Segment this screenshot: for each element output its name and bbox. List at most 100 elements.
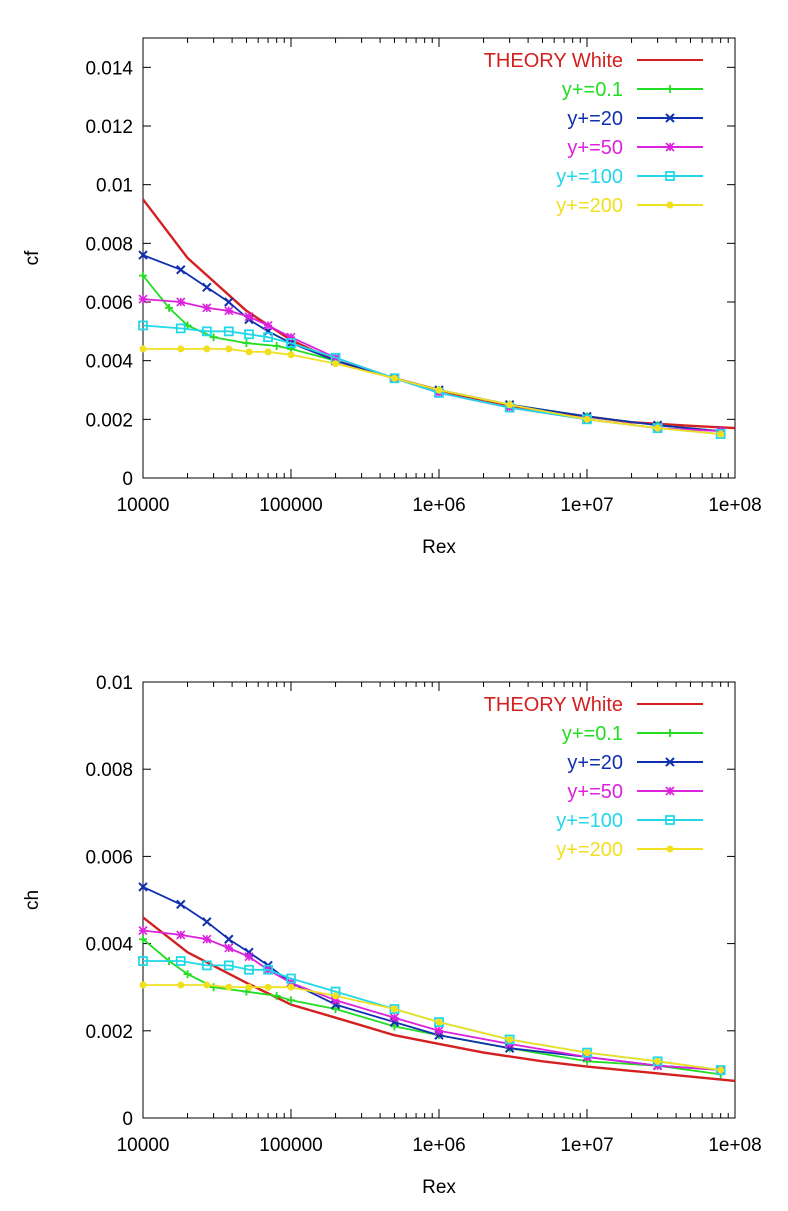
series-line (143, 348, 721, 435)
data-point (224, 306, 234, 316)
data-point (139, 981, 147, 989)
x-tick-label: 1e+07 (560, 495, 613, 516)
x-tick-label: 10000 (117, 1135, 170, 1156)
data-point (390, 374, 398, 382)
legend-marker (665, 171, 675, 181)
data-point (175, 323, 186, 334)
data-point (287, 996, 295, 1005)
x-tick-label: 1e+08 (708, 1135, 761, 1156)
data-point (583, 415, 591, 423)
data-point (583, 1049, 591, 1057)
data-point (654, 424, 662, 432)
data-point (263, 332, 273, 343)
y-tick-label: 0.006 (85, 847, 133, 868)
series-line (142, 298, 721, 432)
y-tick-label: 0.008 (85, 234, 133, 255)
data-point (202, 303, 212, 313)
data-point (138, 294, 148, 304)
data-point (175, 956, 186, 966)
chart-1: 0 0.002 0.004 0.006 0.008 0.01 0.012 0.014 10000… (22, 37, 762, 558)
legend-marker (665, 757, 675, 767)
series-line (142, 929, 721, 1071)
legend-label: y+=100 (556, 810, 623, 832)
data-point (209, 983, 218, 992)
y-tick-label: 0.01 (96, 673, 133, 694)
data-point (435, 1018, 443, 1026)
x-tick-label: 100000 (259, 495, 322, 516)
series-y-0-1 (139, 935, 725, 1079)
y-tick-label: 0.014 (85, 58, 133, 79)
data-point (245, 983, 253, 991)
y-tick-label: 0.004 (85, 352, 133, 373)
plot-frame (142, 37, 736, 479)
data-point (177, 345, 185, 353)
legend-label: y+=50 (567, 781, 623, 803)
y-tick-label: 0.002 (85, 410, 133, 431)
legend-label: y+=50 (567, 137, 623, 159)
data-point (201, 326, 212, 337)
data-point (203, 981, 211, 989)
y-axis-label: cf (22, 250, 43, 266)
legend-label: THEORY White (484, 50, 623, 72)
legend-marker (665, 786, 675, 796)
data-point (176, 930, 186, 940)
data-point (389, 373, 400, 384)
data-point (434, 1017, 444, 1027)
y-tick-label: 0.008 (85, 760, 133, 781)
data-point (176, 899, 186, 910)
series-y-200 (139, 981, 725, 1074)
legend-label: y+=200 (556, 195, 623, 217)
data-point (286, 973, 296, 984)
data-point (390, 1022, 399, 1031)
series-y-100 (138, 956, 726, 1075)
data-point (138, 320, 148, 331)
data-point (244, 329, 254, 340)
data-point (202, 282, 212, 293)
data-point (224, 934, 234, 944)
series-line (142, 324, 721, 435)
data-point (717, 1066, 725, 1074)
data-point (330, 995, 341, 1005)
x-tick-label: 100000 (259, 1135, 322, 1156)
series-y-50 (138, 925, 726, 1075)
x-tick-label: 1e+07 (560, 1135, 613, 1156)
data-point (223, 960, 234, 971)
x-tick-label: 1e+06 (412, 1135, 465, 1156)
data-point (286, 332, 296, 342)
series-y-50 (138, 294, 726, 436)
data-point (138, 925, 148, 936)
y-tick-label: 0 (122, 1109, 133, 1130)
data-point (139, 935, 147, 944)
legend-label: y+=100 (556, 166, 623, 188)
data-point (165, 303, 174, 312)
data-point (139, 345, 147, 353)
data-point (332, 360, 340, 368)
y-tick-label: 0.01 (96, 176, 133, 197)
data-point (264, 983, 272, 991)
data-point (244, 952, 254, 962)
data-point (332, 992, 340, 1000)
data-point (435, 386, 443, 394)
series-y-20 (138, 882, 726, 1075)
legend-marker (666, 845, 674, 853)
y-tick-label: 0.002 (85, 1022, 133, 1043)
data-point (434, 1026, 444, 1036)
y-tick-label: 0.006 (85, 293, 133, 314)
y-axis-label: ch (22, 890, 43, 910)
legend-label: y+=20 (567, 108, 623, 130)
data-point (177, 981, 185, 989)
data-point (244, 964, 254, 975)
legend-marker (666, 729, 674, 737)
data-point (390, 1005, 398, 1013)
x-tick-label: 10000 (117, 495, 170, 516)
data-point (139, 271, 147, 280)
data-point (224, 943, 234, 953)
data-point (263, 964, 273, 975)
data-point (272, 342, 281, 350)
legend-label: y+=200 (556, 839, 623, 861)
data-point (176, 265, 186, 275)
data-point (138, 882, 148, 892)
series-line (142, 916, 736, 1083)
data-point (244, 312, 254, 322)
